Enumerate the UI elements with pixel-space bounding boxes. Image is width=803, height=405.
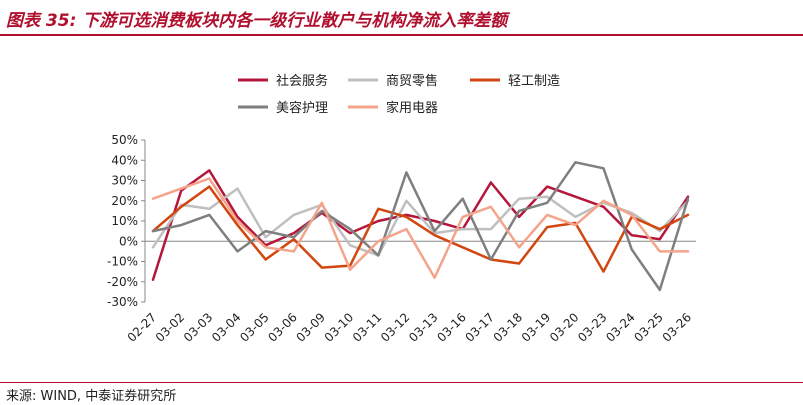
x-tick-label: 03-17 xyxy=(462,310,497,345)
y-tick-label: 10% xyxy=(111,214,138,228)
y-tick-label: -10% xyxy=(107,255,138,269)
source-note: 来源: WIND, 中泰证券研究所 xyxy=(6,389,177,404)
x-tick-label: 03-03 xyxy=(181,310,216,345)
legend-label: 商贸零售 xyxy=(386,73,438,89)
legend-label: 社会服务 xyxy=(276,73,328,89)
y-tick-label: 30% xyxy=(111,174,138,188)
x-tick-label: 03-05 xyxy=(237,310,272,345)
x-tick-label: 03-12 xyxy=(378,310,413,345)
x-tick-label: 03-04 xyxy=(209,310,244,345)
y-tick-label: 20% xyxy=(111,194,138,208)
source-rule xyxy=(0,382,803,383)
legend-label: 美容护理 xyxy=(276,100,328,116)
x-tick-label: 03-25 xyxy=(631,310,666,345)
x-tick-label: 03-18 xyxy=(491,310,526,345)
y-tick-label: -30% xyxy=(107,295,138,309)
title-rule xyxy=(0,34,803,36)
series-line-5 xyxy=(151,177,690,279)
x-tick-label: 03-26 xyxy=(660,310,695,345)
y-tick-label: -20% xyxy=(107,275,138,289)
x-tick-label: 03-02 xyxy=(153,310,188,345)
y-tick-label: 50% xyxy=(111,133,138,147)
y-tick-label: 0% xyxy=(119,234,138,248)
x-tick-label: 03-09 xyxy=(294,310,329,345)
chart-title: 图表 35: 下游可选消费板块内各一级行业散户与机构净流入率差额 xyxy=(6,11,508,31)
legend-label: 轻工制造 xyxy=(508,74,560,89)
x-tick-label: 03-11 xyxy=(350,310,385,345)
series-line-4 xyxy=(151,161,690,292)
x-tick-label: 03-23 xyxy=(575,310,610,345)
y-tick-label: 40% xyxy=(111,153,138,167)
x-tick-label: 02-27 xyxy=(125,310,160,345)
x-tick-label: 03-10 xyxy=(322,310,357,345)
legend-label: 家用电器 xyxy=(386,100,438,116)
x-tick-label: 03-24 xyxy=(603,310,638,345)
x-tick-label: 03-20 xyxy=(547,310,582,345)
x-tick-label: 03-19 xyxy=(519,310,554,345)
x-tick-label: 03-06 xyxy=(265,310,300,345)
series-line-3 xyxy=(151,185,690,273)
x-tick-label: 03-16 xyxy=(434,310,469,345)
x-tick-label: 03-13 xyxy=(406,310,441,345)
